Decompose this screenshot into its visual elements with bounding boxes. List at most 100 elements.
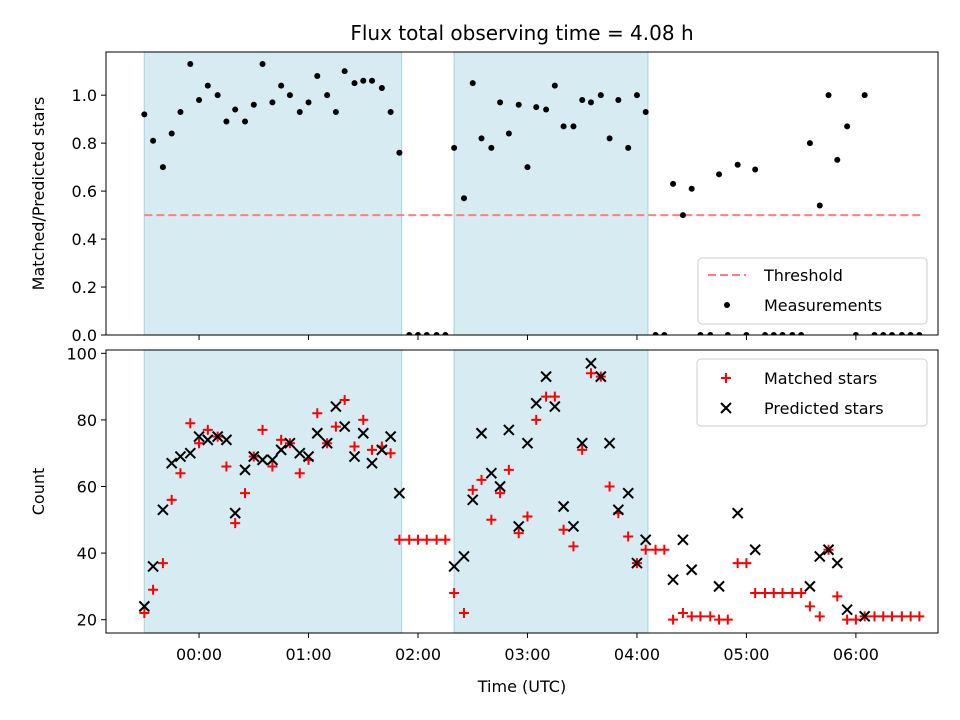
predicted-star-point [220,434,233,446]
measurement-point [844,123,851,130]
matched-star-point [476,474,487,485]
measurement-point [177,108,184,115]
legend-label: Threshold [763,266,843,285]
matched-star-point [358,414,369,425]
matched-star-point [760,588,771,599]
predicted-star-point [248,450,260,463]
measurement-point [159,164,166,171]
measurement-point [141,111,148,118]
matched-star-point [202,424,213,435]
measurement-point [406,332,413,335]
x-tick-label: 01:00 [285,645,331,664]
matched-star-point [431,534,442,545]
measurement-point [606,135,613,142]
matched-star-point [832,591,843,602]
predicted-star-point [393,487,406,499]
y-tick-label: 80 [77,411,97,430]
matched-star-point [257,424,268,435]
measurement-point [789,332,796,335]
measurement-point [852,332,859,335]
matched-star-point [440,534,451,545]
predicted-star-point [448,560,460,573]
measurement-point [670,180,677,187]
measurement-point [324,92,331,99]
matched-star-point [349,441,360,452]
predicted-star-point [165,457,178,469]
legend-predicted-swatch [720,402,732,414]
predicted-star-point [366,457,378,469]
axes-frame [105,349,939,634]
measurement-point [734,161,741,168]
measurement-point [551,82,558,89]
matched-star-point [467,484,478,495]
legend-measurement-swatch [724,302,730,308]
matched-star-point [686,611,697,622]
matched-star-point [869,611,880,622]
predicted-star-point [357,427,369,439]
predicted-star-point [567,520,580,533]
observing-interval-shade [143,51,403,336]
measurement-point [861,92,868,99]
measurement-point [871,332,878,335]
matched-star-point [585,368,596,379]
measurement-point [168,130,175,137]
predicted-star-point [540,370,552,383]
matched-star-point [905,611,916,622]
predicted-star-point [302,450,315,463]
matched-star-point [495,488,506,499]
predicted-star-point [458,550,470,563]
chart-title: Flux total observing time = 4.08 h [350,21,693,45]
legend-label: Predicted stars [764,399,884,418]
y-tick-label: 20 [77,611,97,630]
matched-star-point [741,558,752,569]
measurement-point [806,140,813,147]
matched-star-point [668,614,679,625]
measurement-point [743,332,750,335]
predicted-star-point [266,454,279,466]
measurement-point [442,332,449,335]
measurement-point [661,332,668,335]
observing-interval-shade [453,51,649,336]
matched-star-point [394,534,405,545]
measurement-point [834,156,841,163]
matched-star-point [768,588,779,599]
matched-star-point [175,468,186,479]
matched-star-point [804,601,815,612]
matched-star-point [541,391,552,402]
measurement-point [697,332,704,335]
y-tick-label: 60 [77,478,97,497]
measurement-point [679,212,686,219]
measurement-point [816,202,823,209]
predicted-star-point [603,437,616,449]
predicted-star-point [503,424,515,436]
measurement-point [242,118,249,125]
predicted-star-point [321,437,333,449]
predicted-star-point [677,534,689,546]
measurement-point [332,108,339,115]
predicted-star-point [494,480,506,493]
predicted-star-point [858,610,871,623]
predicted-star-point [275,444,287,456]
predicted-star-point [193,430,205,443]
matched-star-point [294,468,305,479]
measurement-point [305,99,312,106]
matched-star-point [850,614,861,625]
measurement-point [460,195,467,202]
measurement-point [232,106,239,113]
x-tick-label: 06:00 [833,645,879,664]
measurement-point [497,99,504,106]
matched-star-point [842,614,853,625]
legend-matched-swatch [721,373,731,383]
matched-star-point [549,391,560,402]
matched-star-point [640,544,651,555]
matched-star-point [230,518,241,529]
predicted-star-point [211,430,224,443]
predicted-star-point [348,450,361,463]
measurement-point [560,123,567,130]
predicted-star-point [749,544,761,556]
y-tick-label: 0.0 [72,326,97,345]
predicted-star-point [639,534,652,546]
measurement-point [378,84,385,91]
matched-star-point [148,584,159,595]
measurement-point [724,332,731,335]
